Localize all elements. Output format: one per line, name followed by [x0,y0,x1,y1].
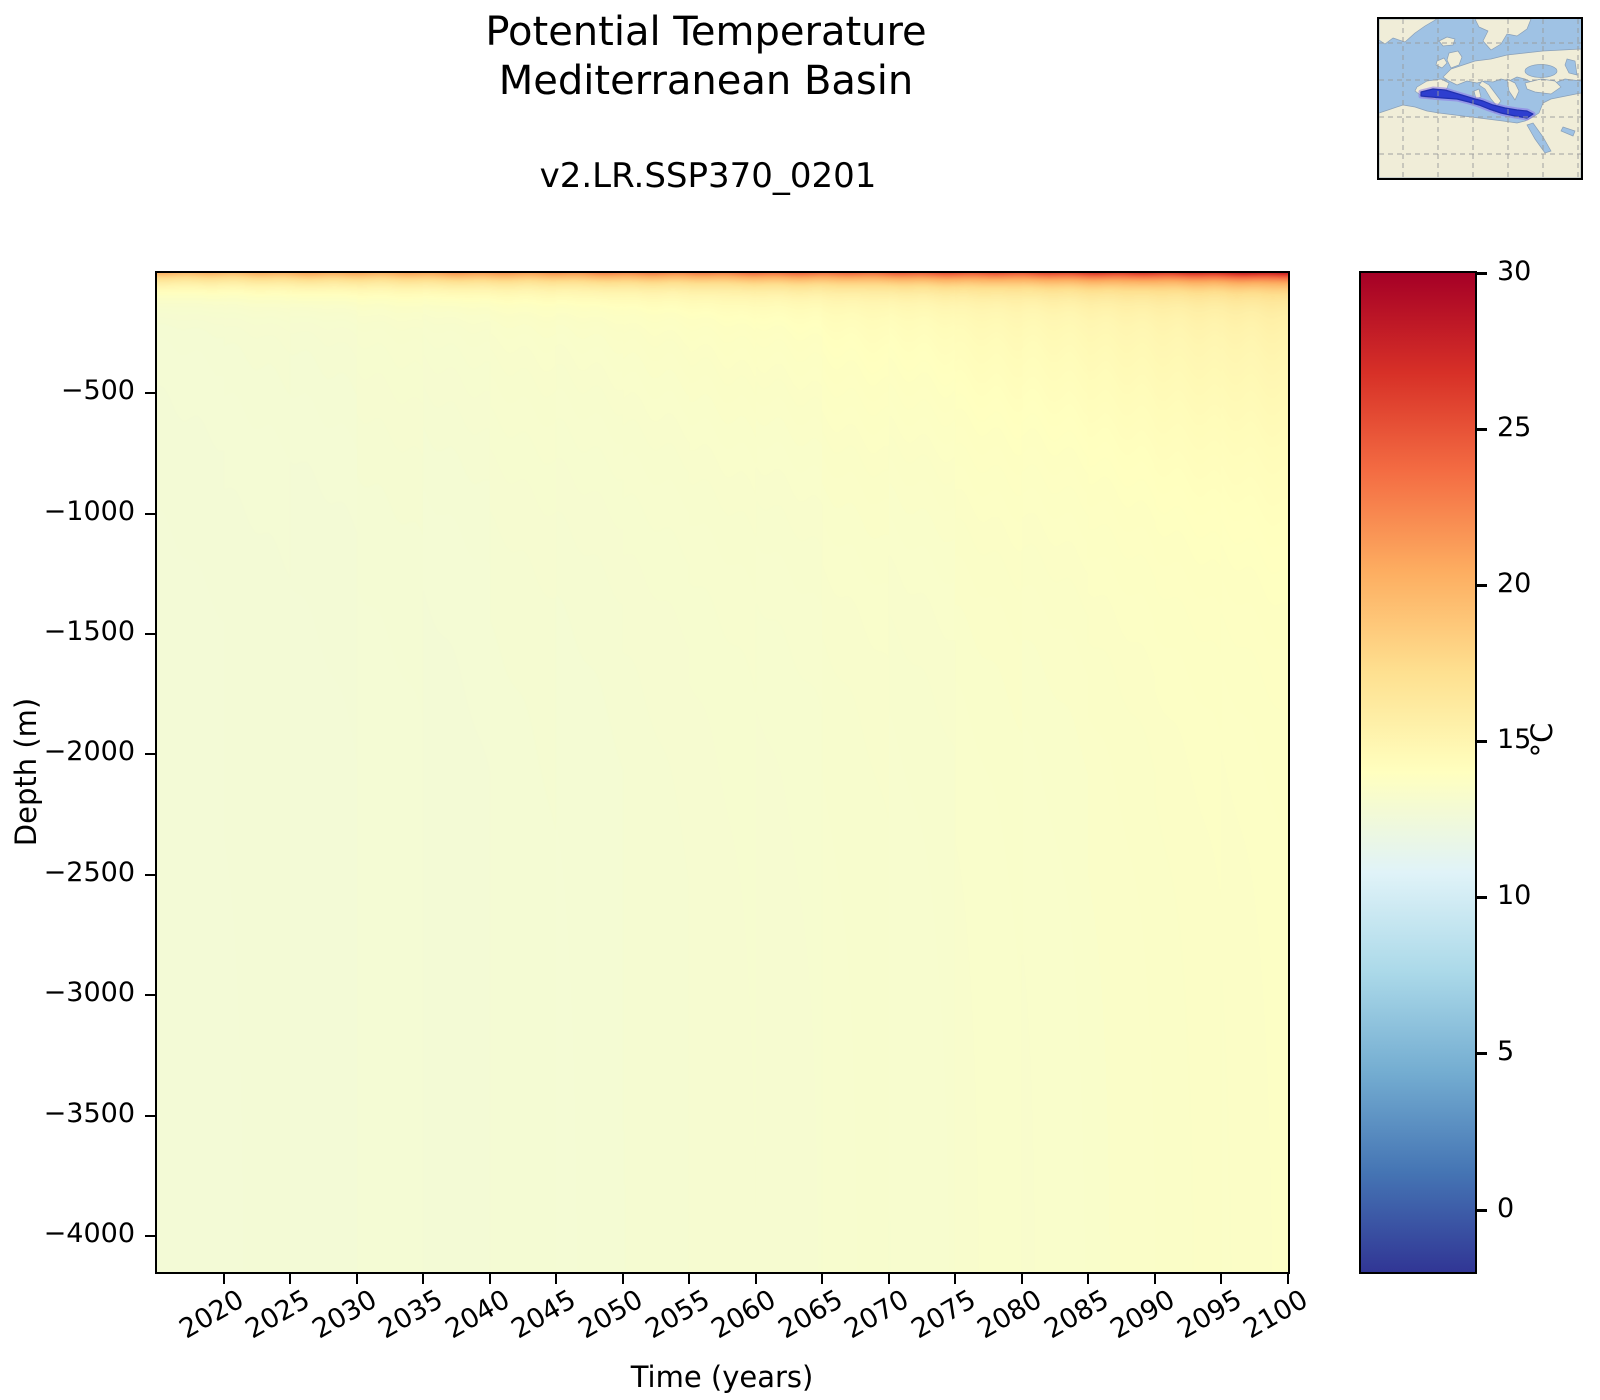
x-tick-label: 2065 [772,1284,848,1346]
x-tick-mark [289,1274,292,1284]
colorbar-tick-label: 20 [1497,568,1532,600]
figure-title-line2: Mediterranean Basin [498,57,914,104]
map-caspian-sea [1564,58,1578,76]
y-tick-label: −3500 [43,1097,135,1129]
y-tick-mark [145,873,155,876]
x-tick-label: 2050 [573,1284,649,1346]
figure-title-line1: Potential Temperature [485,9,927,55]
y-tick-label: −3000 [43,977,135,1009]
heatmap-canvas [157,273,1288,1272]
map-land-sardinia [1473,88,1482,100]
x-tick-mark [821,1274,824,1284]
map-persian-gulf [1560,126,1576,137]
x-tick-mark [754,1274,757,1284]
colorbar-tick-label: 10 [1497,880,1532,912]
x-tick-mark [488,1274,491,1284]
colorbar-tick-label: 25 [1497,412,1532,444]
x-axis-label: Time (years) [630,1360,814,1394]
colorbar-tick-mark [1477,428,1487,432]
x-tick-mark [1287,1274,1289,1284]
x-tick-label: 2090 [1105,1284,1181,1346]
map-land-uk [1446,50,1463,69]
x-tick-label: 2035 [373,1284,449,1346]
figure-title: Potential Temperature Mediterranean Basi… [485,8,926,106]
y-tick-label: −1500 [43,616,135,648]
x-tick-mark [1020,1274,1023,1284]
locator-map-svg [1379,19,1581,178]
locator-map [1377,17,1583,180]
colorbar-tick-mark [1477,896,1487,900]
x-tick-label: 2055 [639,1284,715,1346]
x-tick-label: 2085 [1038,1284,1114,1346]
x-tick-mark [887,1274,890,1284]
x-tick-label: 2080 [972,1284,1048,1346]
heatmap-plot-area [155,271,1290,1274]
colorbar-tick-label: 30 [1497,256,1532,287]
map-land-greenland [1379,19,1438,45]
colorbar-tick-label: 0 [1497,1192,1515,1224]
y-tick-mark [145,633,155,636]
y-tick-label: −2000 [43,736,135,768]
x-tick-label: 2025 [240,1284,316,1346]
x-tick-label: 2070 [839,1284,915,1346]
y-axis-label: Depth (m) [9,697,43,847]
x-tick-mark [422,1274,425,1284]
x-tick-mark [954,1274,957,1284]
x-tick-mark [555,1274,558,1284]
x-tick-label: 2020 [174,1284,250,1346]
y-tick-label: −500 [60,375,135,407]
map-land-greece [1506,78,1520,101]
y-tick-mark [145,1234,155,1237]
y-tick-mark [145,1114,155,1117]
colorbar-tick-mark [1477,740,1487,744]
x-tick-mark [222,1274,225,1284]
colorbar-tick-mark [1477,1052,1487,1056]
x-tick-mark [1153,1274,1156,1284]
y-tick-label: −4000 [43,1217,135,1249]
map-black-sea [1524,64,1558,78]
colorbar [1359,271,1477,1274]
colorbar-tick-mark [1477,584,1487,588]
x-tick-label: 2040 [440,1284,516,1346]
y-tick-label: −1000 [43,495,135,527]
map-land-iceland [1438,36,1456,47]
figure-subtitle: v2.LR.SSP370_0201 [539,156,877,196]
colorbar-tick-label: 15 [1497,724,1532,756]
x-tick-mark [1087,1274,1090,1284]
y-tick-mark [145,994,155,997]
x-tick-mark [621,1274,624,1284]
map-mediterranean-highlight [1420,88,1534,119]
x-tick-label: 2030 [307,1284,383,1346]
x-tick-label: 2045 [506,1284,582,1346]
x-tick-mark [1220,1274,1223,1284]
x-tick-label: 2100 [1238,1284,1314,1346]
colorbar-tick-label: 5 [1497,1036,1515,1068]
y-tick-label: −2500 [43,856,135,888]
y-tick-mark [145,753,155,756]
map-land-africa [1379,92,1581,178]
y-tick-mark [145,392,155,395]
x-tick-mark [688,1274,691,1284]
x-tick-label: 2095 [1171,1284,1247,1346]
y-tick-mark [145,512,155,515]
x-tick-label: 2060 [706,1284,782,1346]
colorbar-tick-mark [1477,1208,1487,1212]
x-tick-mark [355,1274,358,1284]
map-land-ireland [1435,57,1448,69]
colorbar-tick-mark [1477,272,1487,275]
map-land-scandinavia [1474,19,1532,51]
x-tick-label: 2075 [905,1284,981,1346]
